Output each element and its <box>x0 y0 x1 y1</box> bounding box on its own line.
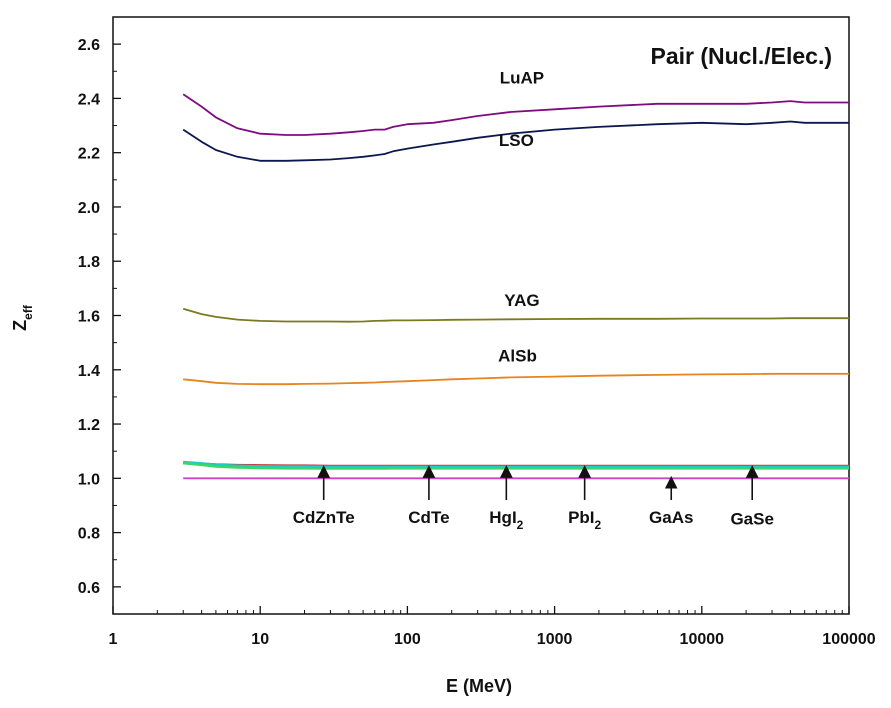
y-tick-label: 2.2 <box>78 146 100 163</box>
series-line-yag <box>182 307 849 323</box>
plot-frame <box>112 16 850 615</box>
labels: LuAP LSO YAG AlSb CdZnTe CdTe HgI2 PbI2 GaAs GaSe <box>293 68 774 532</box>
annotation-label-hgi: HgI2 <box>489 508 523 532</box>
x-tick-label: 100000 <box>822 631 875 648</box>
series-line-lso <box>182 120 849 162</box>
chart-title: Pair (Nucl./Elec.) <box>650 43 832 69</box>
y-tick-label: 2.0 <box>78 200 100 217</box>
x-tick-label: 10000 <box>680 631 725 648</box>
x-tick-label: 10 <box>251 631 269 648</box>
series-line-gase <box>183 461 849 470</box>
y-axis-title: Zeff <box>10 304 35 331</box>
x-tick-label: 1000 <box>537 631 573 648</box>
series-line-alsb <box>183 372 849 386</box>
annotation-arrows <box>317 465 759 501</box>
x-axis-title: E (MeV) <box>446 676 512 696</box>
y-tick-label: 2.4 <box>78 91 100 108</box>
series-lines <box>182 93 849 480</box>
axis-ticks: 1 10 100 1000 10000 100000 0.6 0.8 1.0 1.2 1.4 1.6 1… <box>78 37 876 648</box>
annotation-label-pbi: PbI2 <box>568 508 601 532</box>
x-tick-label: 1 <box>109 631 118 648</box>
y-tick-label: 1.8 <box>78 254 100 271</box>
y-tick-label: 1.0 <box>78 471 100 488</box>
annotation-label-cdte: CdTe <box>408 508 449 527</box>
series-line-luap <box>182 93 849 136</box>
series-line-pbi2 <box>183 460 849 469</box>
y-tick-label: 1.4 <box>78 363 100 380</box>
annotation-label-gaas: GaAs <box>649 508 693 527</box>
y-tick-label: 1.6 <box>78 309 100 326</box>
y-tick-label: 1.2 <box>78 417 100 434</box>
y-tick-label: 0.6 <box>78 580 100 597</box>
y-tick-label: 2.6 <box>78 37 100 54</box>
annotation-label-cdznte: CdZnTe <box>293 508 355 527</box>
series-label-alsb: AlSb <box>498 347 537 366</box>
series-label-yag: YAG <box>504 291 539 310</box>
y-tick-label: 0.8 <box>78 526 100 543</box>
x-tick-label: 100 <box>394 631 421 648</box>
svg-text:Zeff: Zeff <box>10 304 35 331</box>
series-label-lso: LSO <box>499 131 534 150</box>
y-axis-title-main: Z <box>10 320 30 331</box>
series-label-luap: LuAP <box>500 68 544 87</box>
y-axis-title-sub: eff <box>21 304 35 320</box>
annotation-label-gase: GaSe <box>730 509 773 528</box>
